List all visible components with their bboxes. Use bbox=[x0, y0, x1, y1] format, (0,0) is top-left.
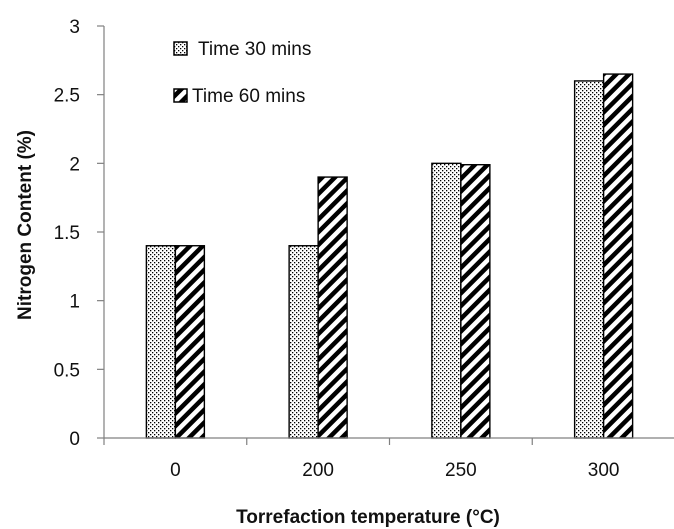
bar-time-30-300 bbox=[573, 80, 605, 439]
bars-layer bbox=[145, 73, 634, 439]
bar-time-30-0 bbox=[145, 245, 177, 439]
y-tick-label: 2 bbox=[69, 154, 80, 175]
x-ticks: 0 200 250 300 bbox=[103, 438, 620, 481]
bar-time-60-250 bbox=[460, 164, 491, 439]
legend-swatch-time-60 bbox=[173, 88, 188, 103]
legend-swatch-time-30 bbox=[173, 41, 188, 56]
y-tick-label: 1 bbox=[69, 292, 80, 313]
x-tick-label: 250 bbox=[445, 460, 477, 481]
bar-time-60-300 bbox=[602, 73, 634, 439]
legend-label-time-30: Time 30 mins bbox=[198, 39, 311, 60]
y-ticks: 0 0.5 1 1.5 2 2.5 3 bbox=[54, 17, 104, 450]
bar-time-60-200 bbox=[317, 176, 348, 439]
bar-time-30-200 bbox=[288, 245, 319, 439]
x-tick-label: 0 bbox=[170, 460, 181, 481]
y-tick-label: 0 bbox=[69, 429, 80, 450]
x-axis-title: Torrefaction temperature (°C) bbox=[236, 507, 500, 528]
legend-label-time-60: Time 60 mins bbox=[192, 86, 305, 107]
y-tick-label: 3 bbox=[69, 17, 80, 38]
y-tick-label: 0.5 bbox=[54, 360, 80, 381]
y-tick-label: 2.5 bbox=[54, 86, 80, 107]
bar-time-60-0 bbox=[174, 245, 206, 439]
x-tick-label: 300 bbox=[588, 460, 620, 481]
legend: Time 30 mins Time 60 mins bbox=[173, 39, 311, 107]
y-tick-label: 1.5 bbox=[54, 223, 80, 244]
bar-time-30-250 bbox=[431, 162, 462, 439]
x-tick-label: 200 bbox=[302, 460, 334, 481]
y-axis-title: Nitrogen Content (%) bbox=[15, 130, 36, 320]
